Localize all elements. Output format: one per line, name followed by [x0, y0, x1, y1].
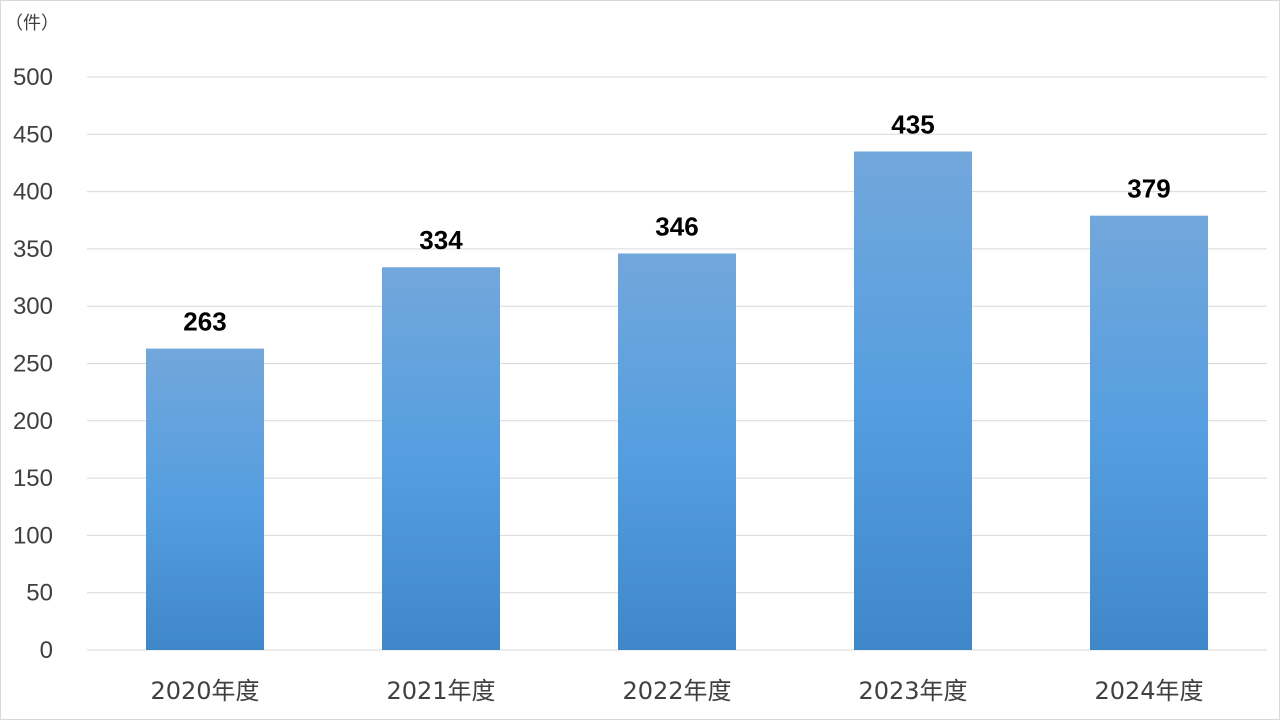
y-tick-label: 500 — [13, 64, 53, 91]
y-tick-label: 250 — [13, 351, 53, 378]
data-label: 435 — [891, 109, 934, 139]
x-category-label: 2021年度 — [386, 677, 495, 705]
y-tick-label: 50 — [26, 580, 53, 607]
x-axis-category-labels: 2020年度 2021年度 2022年度 2023年度 2024年度 — [150, 677, 1203, 705]
data-labels: 263 334 346 435 379 — [183, 109, 1170, 336]
x-category-label: 2024年度 — [1094, 677, 1203, 705]
data-label: 263 — [183, 307, 226, 337]
data-label: 334 — [419, 225, 463, 255]
x-category-label: 2020年度 — [150, 677, 259, 705]
y-tick-label: 300 — [13, 293, 53, 320]
y-tick-label: 450 — [13, 121, 53, 148]
bar-2023年度 — [854, 151, 972, 651]
y-axis-unit-label: （件） — [5, 13, 59, 34]
x-category-label: 2023年度 — [858, 677, 967, 705]
data-label: 379 — [1127, 174, 1170, 204]
x-category-label: 2022年度 — [622, 677, 731, 705]
y-tick-label: 350 — [13, 236, 53, 263]
y-tick-label: 400 — [13, 179, 53, 206]
y-axis-tick-labels: 0 50 100 150 200 250 300 350 400 450 500 — [13, 64, 53, 664]
bar-2022年度 — [618, 253, 736, 650]
y-tick-label: 200 — [13, 408, 53, 435]
y-tick-label: 100 — [13, 522, 53, 549]
bar-2020年度 — [146, 348, 264, 650]
data-label: 346 — [655, 211, 698, 241]
bars — [146, 151, 1208, 651]
bar-2021年度 — [382, 267, 500, 650]
bar-2024年度 — [1090, 215, 1208, 650]
y-tick-label: 150 — [13, 465, 53, 492]
y-tick-label: 0 — [40, 637, 53, 664]
